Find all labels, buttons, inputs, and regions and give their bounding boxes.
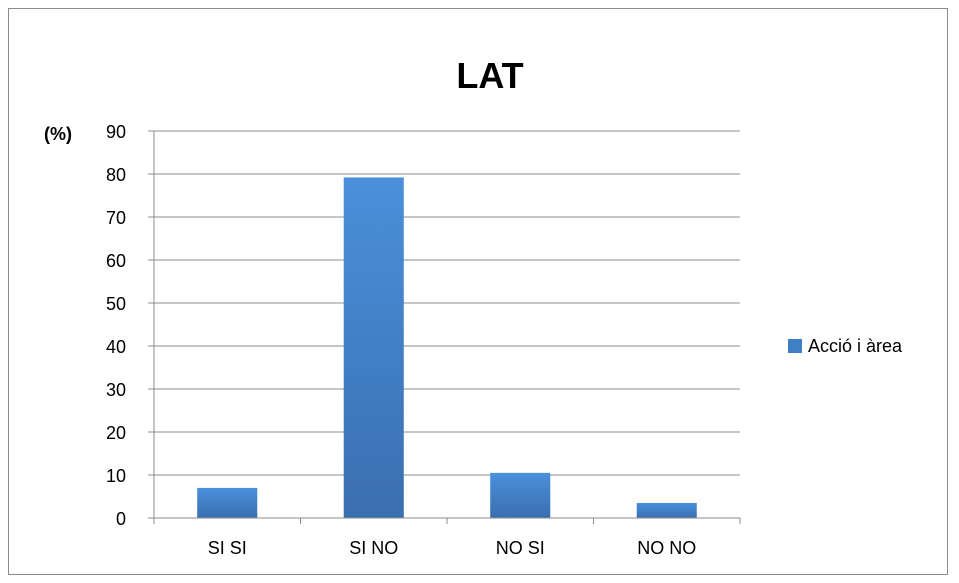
x-axis-ticks: SI SI SI NO NO SI NO NO [208, 538, 697, 558]
y-tick-label: 40 [106, 337, 126, 357]
gridlines [148, 130, 740, 519]
x-tick-label: NO SI [496, 538, 545, 558]
y-tick-label: 0 [116, 509, 126, 529]
x-tick-label: SI NO [349, 538, 398, 558]
y-tick-label: 10 [106, 466, 126, 486]
x-tick-label: NO NO [637, 538, 696, 558]
y-axis-label: (%) [44, 124, 72, 144]
legend-swatch [788, 339, 802, 353]
y-tick-label: 50 [106, 294, 126, 314]
bars [197, 177, 697, 518]
x-tick-label: SI SI [208, 538, 247, 558]
y-tick-label: 20 [106, 423, 126, 443]
y-tick-label: 90 [106, 122, 126, 142]
x-axis [153, 131, 741, 524]
y-tick-label: 60 [106, 251, 126, 271]
legend-entry: Acció i àrea [808, 336, 903, 356]
bar [490, 472, 551, 518]
bar [636, 502, 697, 518]
y-tick-label: 30 [106, 380, 126, 400]
legend: Acció i àrea [788, 336, 903, 356]
bar [343, 177, 404, 518]
y-tick-label: 80 [106, 165, 126, 185]
chart-title: LAT [456, 55, 523, 96]
y-axis-ticks: 0 10 20 30 40 50 60 70 80 90 [106, 122, 126, 529]
chart-frame [8, 8, 948, 575]
y-tick-label: 70 [106, 208, 126, 228]
bar [197, 487, 258, 518]
